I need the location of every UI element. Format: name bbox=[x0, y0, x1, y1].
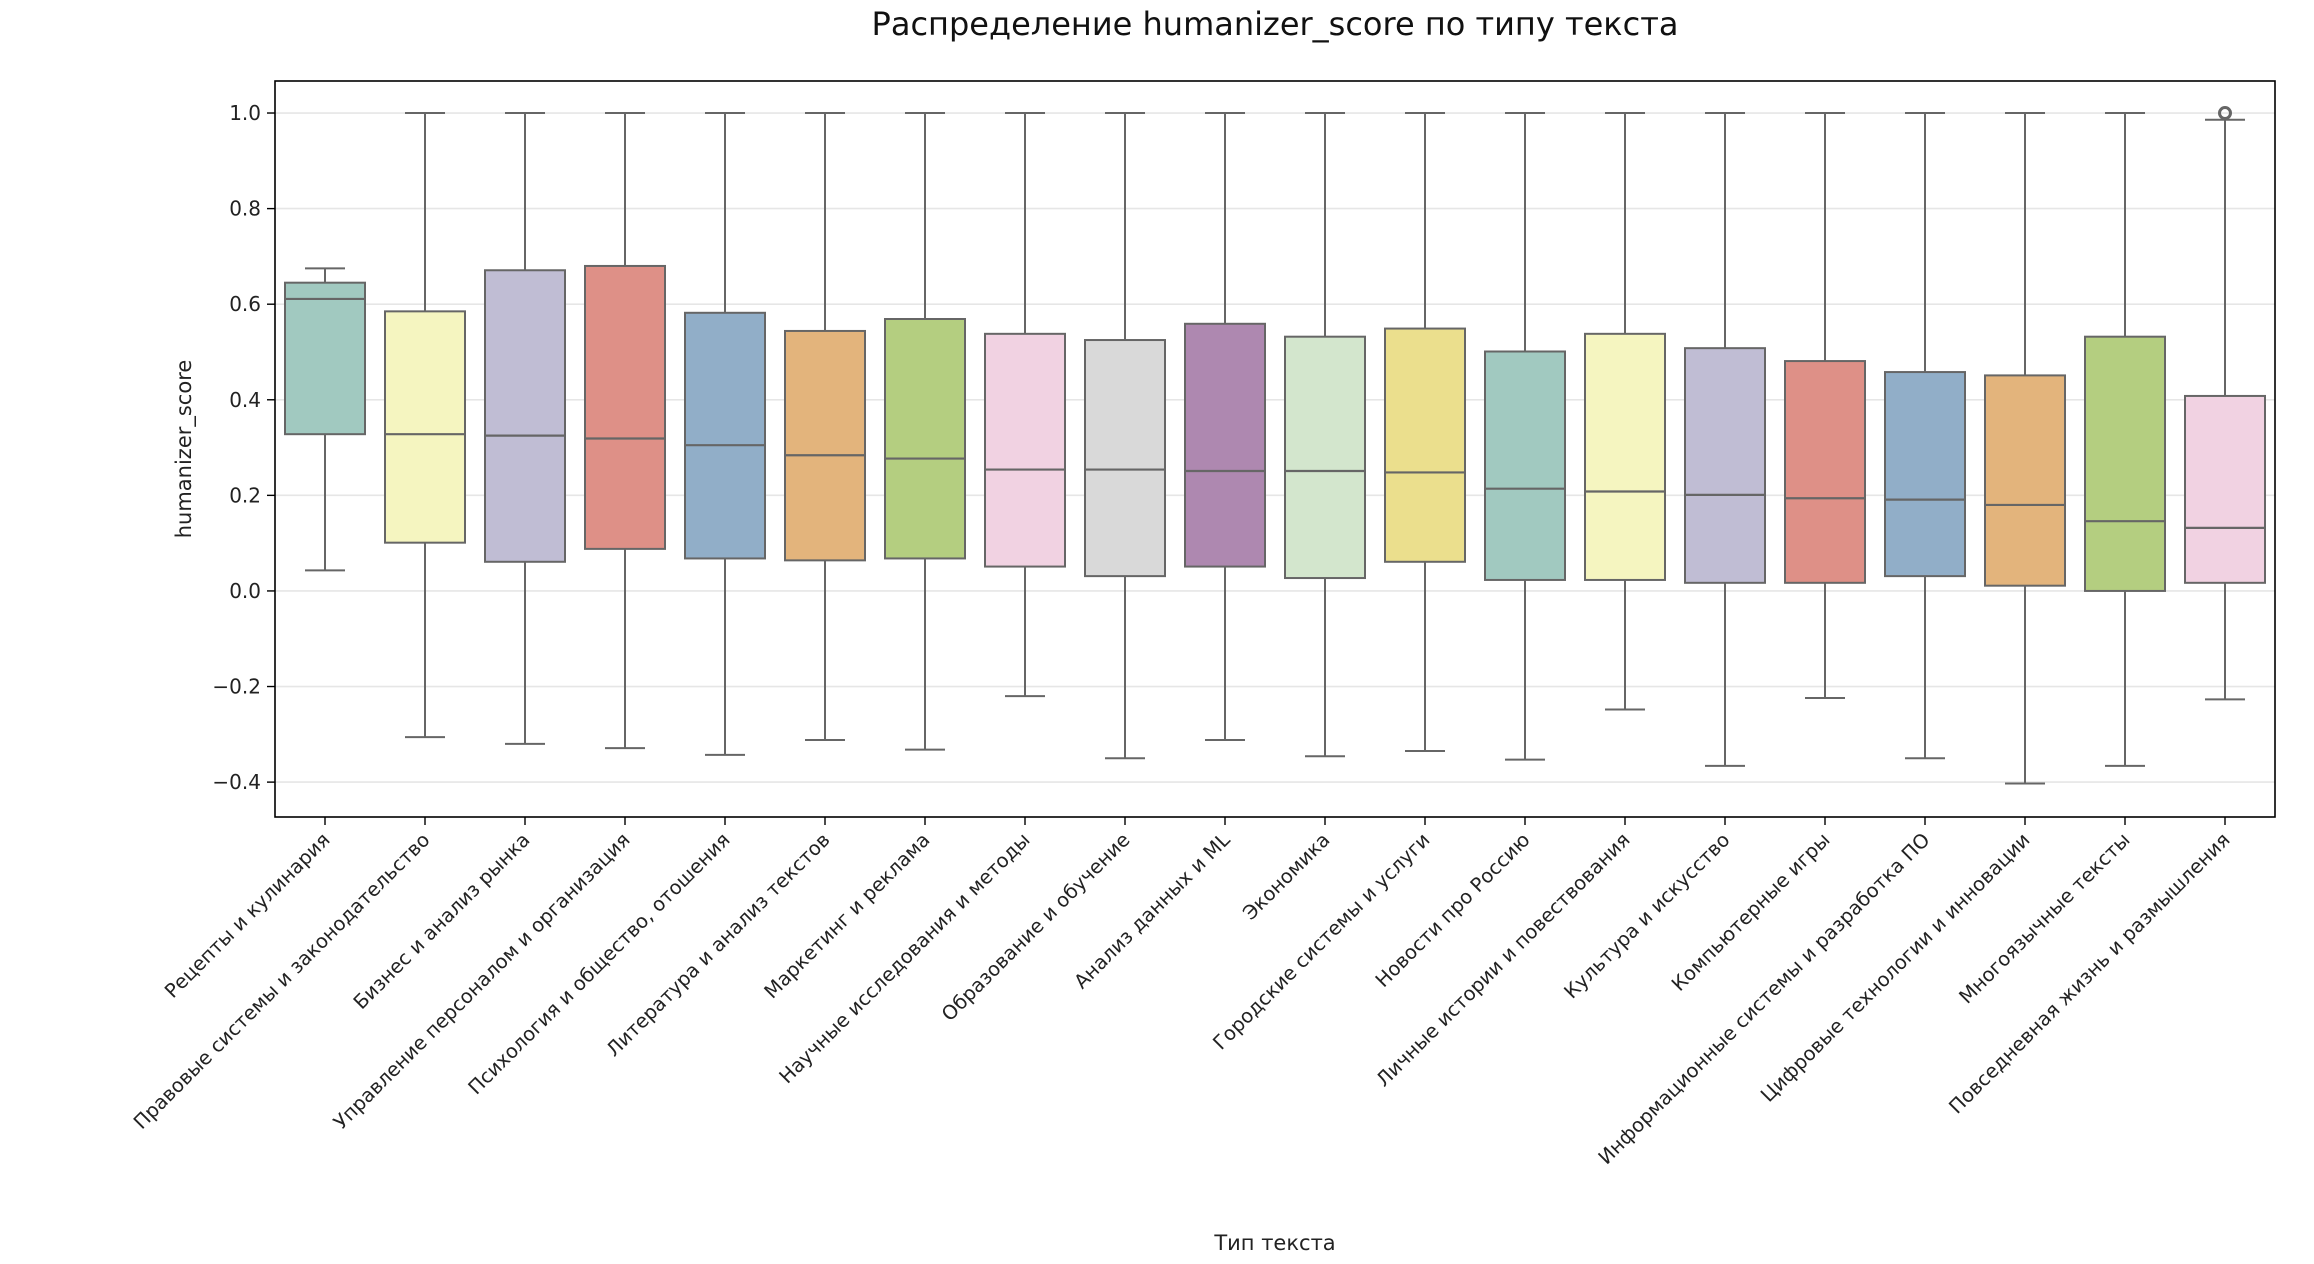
iqr-box bbox=[784, 329, 866, 562]
x-tick-label: Городские системы и услуги bbox=[1208, 828, 1434, 1054]
y-tick-label: 0.6 bbox=[229, 292, 261, 316]
y-tick-label: 0.8 bbox=[229, 197, 261, 221]
x-tick-label: Литература и анализ текстов bbox=[602, 828, 835, 1061]
box-group bbox=[1184, 112, 1266, 742]
y-tick-label: −0.2 bbox=[212, 675, 261, 699]
box-group bbox=[1884, 112, 1966, 760]
x-tick-label: Экономика bbox=[1238, 828, 1334, 924]
iqr-box bbox=[1884, 371, 1966, 578]
outlier-point bbox=[2218, 106, 2232, 121]
iqr-box bbox=[684, 311, 766, 560]
box-group bbox=[384, 112, 466, 739]
y-tick-label: −0.4 bbox=[212, 770, 261, 794]
y-axis: −0.4 −0.2 0.0 0.2 0.4 0.6 0.8 1.0 bbox=[212, 101, 275, 794]
box-group bbox=[1284, 112, 1366, 758]
iqr-box bbox=[1984, 374, 2066, 587]
box-group bbox=[784, 112, 866, 742]
iqr-box bbox=[484, 269, 566, 563]
chart-title: Распределение humanizer_score по типу те… bbox=[872, 5, 1679, 43]
iqr-box bbox=[1484, 350, 1566, 581]
box-group bbox=[684, 112, 766, 756]
x-tick-label: Рецепты и кулинария bbox=[160, 828, 334, 1002]
box-group bbox=[1384, 112, 1466, 753]
box-group bbox=[584, 112, 666, 750]
x-tick-label: Информационные системы и разработка ПО bbox=[1594, 828, 1935, 1169]
box-group bbox=[1984, 112, 2066, 785]
plot-area-frame bbox=[274, 80, 2276, 818]
iqr-box bbox=[1284, 335, 1366, 580]
x-tick-label: Маркетинг и реклама bbox=[760, 828, 935, 1003]
x-tick-label: Культура и искусство bbox=[1559, 828, 1734, 1003]
x-tick-label: Образование и обучение bbox=[937, 828, 1135, 1026]
y-axis-label: humanizer_score bbox=[172, 360, 197, 539]
x-tick-label: Многоязычные тексты bbox=[1954, 828, 2134, 1008]
iqr-box bbox=[984, 332, 1066, 568]
box-group bbox=[2184, 106, 2266, 701]
box-group bbox=[1584, 112, 1666, 711]
grid-lines bbox=[275, 112, 2275, 783]
box-group bbox=[484, 112, 566, 745]
x-axis-label: Тип текста bbox=[1213, 1231, 1335, 1255]
y-tick-label: 1.0 bbox=[229, 101, 261, 125]
iqr-box bbox=[2184, 394, 2266, 584]
box-group bbox=[2084, 112, 2166, 767]
box-group bbox=[1684, 112, 1766, 767]
iqr-box bbox=[1084, 339, 1166, 578]
iqr-box bbox=[384, 310, 466, 544]
iqr-box bbox=[884, 318, 966, 560]
iqr-box bbox=[1184, 322, 1266, 568]
iqr-box bbox=[2084, 335, 2166, 592]
box-group bbox=[1784, 112, 1866, 699]
x-tick-label: Бизнес и анализ рынка bbox=[349, 828, 535, 1014]
box-group bbox=[984, 112, 1066, 698]
iqr-box bbox=[1584, 332, 1666, 581]
y-tick-label: 0.4 bbox=[229, 388, 261, 412]
boxes bbox=[284, 106, 2266, 785]
y-tick-label: 0.0 bbox=[229, 579, 261, 603]
iqr-box bbox=[584, 264, 666, 550]
box-group bbox=[1084, 112, 1166, 760]
box-group bbox=[284, 267, 366, 572]
box-group bbox=[1484, 112, 1566, 761]
iqr-box bbox=[284, 281, 366, 436]
box-group bbox=[884, 112, 966, 751]
iqr-box bbox=[1384, 327, 1466, 563]
iqr-box bbox=[1784, 360, 1866, 584]
iqr-box bbox=[1684, 347, 1766, 584]
y-tick-label: 0.2 bbox=[229, 483, 261, 507]
